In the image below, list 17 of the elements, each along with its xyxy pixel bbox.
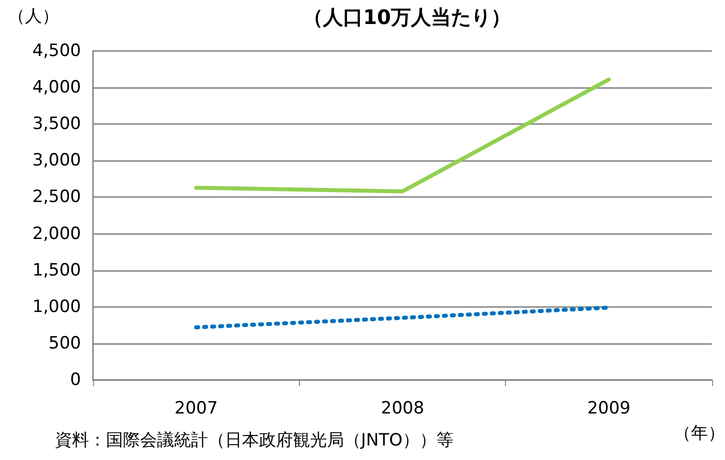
y-tick-label: 4,000	[32, 78, 81, 98]
y-tick-label: 0	[70, 370, 81, 390]
y-tick-label: 3,500	[32, 114, 81, 134]
y-axis-title: （人）	[8, 6, 59, 26]
x-tick-label: 2008	[380, 398, 424, 418]
y-tick-label: 3,000	[32, 150, 81, 171]
y-tick-label: 2,000	[32, 224, 81, 244]
text: 資料：国際会議統計（日本政府観光局（JNTO））等	[55, 430, 454, 450]
y-tick-label: 4,500	[32, 41, 81, 61]
x-tick-label: 2009	[587, 398, 630, 418]
y-tick-label: 1,000	[32, 296, 81, 317]
x-tick-label: 2007	[174, 398, 218, 418]
chart-title: （人口10万人当たり）	[303, 5, 511, 29]
y-tick-label: 2,500	[32, 187, 81, 208]
x-axis-title: （年）	[674, 424, 725, 444]
y-tick-label: 500	[48, 333, 81, 354]
y-tick-label: 1,500	[32, 260, 81, 280]
